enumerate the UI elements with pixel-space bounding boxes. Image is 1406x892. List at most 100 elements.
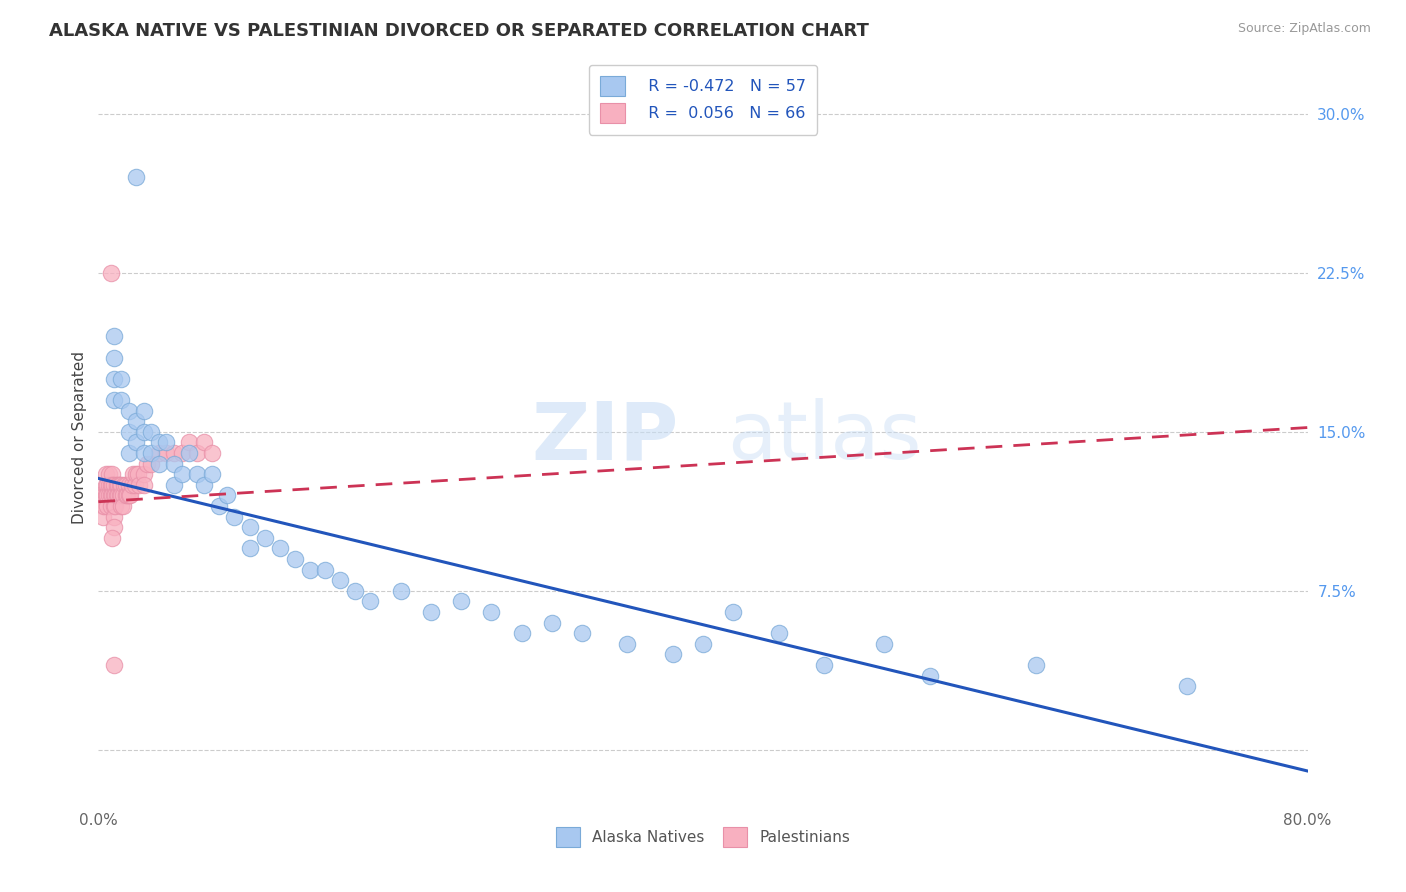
Point [103, 658, 125, 673]
Point [141, 457, 163, 471]
Point [1024, 658, 1046, 673]
Point [208, 499, 231, 513]
Point [103, 351, 125, 365]
Point [104, 499, 127, 513]
Point [813, 658, 835, 673]
Point [299, 563, 322, 577]
Y-axis label: Divorced or Separated: Divorced or Separated [72, 351, 87, 524]
Point [269, 541, 291, 556]
Point [768, 626, 790, 640]
Point [101, 488, 124, 502]
Legend: Alaska Natives, Palestinians: Alaska Natives, Palestinians [546, 816, 860, 857]
Point [661, 648, 683, 662]
Point [118, 425, 141, 439]
Point [120, 488, 142, 502]
Point [103, 488, 125, 502]
Point [253, 531, 276, 545]
Point [103, 499, 125, 513]
Point [148, 435, 170, 450]
Point [96, 488, 118, 502]
Point [163, 457, 186, 471]
Point [118, 403, 141, 417]
Point [110, 372, 132, 386]
Point [170, 446, 193, 460]
Point [540, 615, 562, 630]
Point [125, 414, 148, 428]
Point [918, 668, 941, 682]
Point [100, 488, 122, 502]
Point [112, 477, 135, 491]
Point [115, 488, 138, 502]
Point [110, 392, 132, 407]
Point [98, 477, 121, 491]
Point [104, 488, 127, 502]
Point [94, 467, 117, 482]
Point [105, 477, 128, 491]
Point [132, 467, 155, 482]
Point [103, 392, 125, 407]
Point [450, 594, 472, 608]
Text: atlas: atlas [727, 398, 921, 476]
Point [132, 403, 155, 417]
Point [100, 477, 122, 491]
Point [155, 435, 177, 450]
Point [121, 477, 143, 491]
Point [201, 446, 224, 460]
Point [114, 477, 136, 491]
Point [110, 499, 132, 513]
Point [155, 446, 177, 460]
Point [344, 583, 367, 598]
Point [314, 563, 336, 577]
Point [108, 488, 131, 502]
Point [186, 467, 208, 482]
Point [105, 488, 128, 502]
Point [186, 446, 208, 460]
Point [101, 467, 124, 482]
Point [284, 552, 307, 566]
Text: Source: ZipAtlas.com: Source: ZipAtlas.com [1237, 22, 1371, 36]
Point [141, 425, 163, 439]
Text: ZIP: ZIP [531, 398, 679, 476]
Point [125, 467, 148, 482]
Point [148, 446, 170, 460]
Point [96, 499, 118, 513]
Point [90, 488, 112, 502]
Point [98, 467, 121, 482]
Point [723, 605, 745, 619]
Point [91, 499, 114, 513]
Point [103, 520, 125, 534]
Point [103, 509, 125, 524]
Point [107, 488, 129, 502]
Point [124, 477, 146, 491]
Point [389, 583, 412, 598]
Point [98, 488, 121, 502]
Point [118, 477, 141, 491]
Point [193, 477, 215, 491]
Point [239, 520, 262, 534]
Point [101, 531, 124, 545]
Point [118, 488, 141, 502]
Point [125, 170, 148, 185]
Point [103, 372, 125, 386]
Point [1175, 679, 1198, 693]
Point [481, 605, 503, 619]
Point [101, 477, 124, 491]
Point [91, 509, 114, 524]
Point [179, 435, 201, 450]
Point [148, 457, 170, 471]
Point [215, 488, 238, 502]
Point [571, 626, 593, 640]
Point [170, 467, 193, 482]
Point [163, 446, 186, 460]
Point [128, 477, 150, 491]
Point [93, 488, 115, 502]
Point [111, 499, 134, 513]
Point [110, 488, 132, 502]
Point [201, 467, 224, 482]
Point [107, 477, 129, 491]
Point [510, 626, 533, 640]
Point [103, 477, 125, 491]
Point [118, 446, 141, 460]
Point [114, 488, 136, 502]
Point [193, 435, 215, 450]
